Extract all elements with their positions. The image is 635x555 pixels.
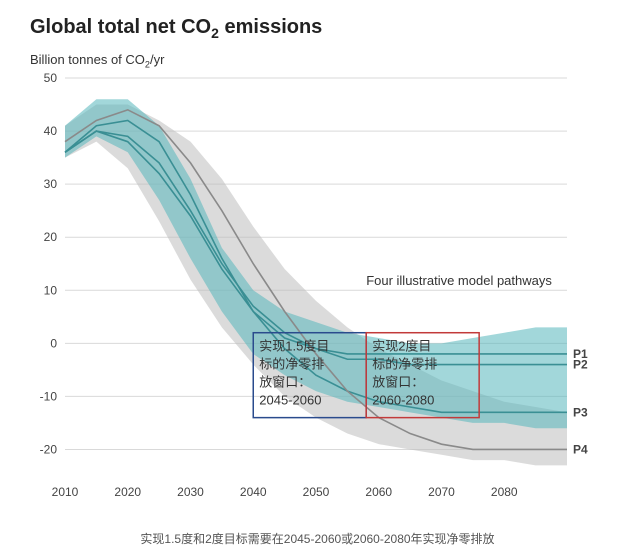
x-tick-label: 2040 (240, 485, 267, 499)
y-tick-label: 30 (44, 177, 58, 191)
chart-caption: 实现1.5度和2度目标需要在2045-2060或2060-2080年实现净零排放 (0, 530, 635, 547)
x-tick-label: 2030 (177, 485, 204, 499)
title-post: emissions (219, 16, 322, 38)
pathway-label-P2: P2 (573, 358, 588, 372)
box-1p5-line: 放窗口： (259, 375, 311, 390)
box-2deg-line: 放窗口： (372, 375, 424, 390)
y-axis-label: Billion tonnes of CO2/yr (30, 52, 164, 70)
uncertainty-band-teal (65, 99, 567, 428)
pathway-label-P4: P4 (573, 442, 588, 456)
caption-text: 实现1.5度和2度目标需要在2045-2060或2060-2080年实现净零排放 (140, 532, 494, 546)
box-2deg-line: 2060-2080 (372, 393, 434, 408)
chart-plot-area: -20-100102030405020102020203020402050206… (15, 70, 615, 510)
box-2deg-line: 标的净零排 (372, 357, 437, 372)
y-tick-label: 20 (44, 230, 58, 244)
box-1p5-line: 实现1.5度目 (259, 339, 329, 354)
x-tick-label: 2020 (114, 485, 141, 499)
y-tick-label: -20 (40, 442, 58, 456)
y-tick-label: 10 (44, 283, 58, 297)
box-1p5-line: 2045-2060 (259, 393, 321, 408)
pathway-label-P3: P3 (573, 405, 588, 419)
x-tick-label: 2050 (303, 485, 330, 499)
pathways-title: Four illustrative model pathways (366, 273, 552, 288)
box-2deg-line: 实现2度目 (372, 339, 431, 354)
x-tick-label: 2080 (491, 485, 518, 499)
x-tick-label: 2060 (365, 485, 392, 499)
chart-title: Global total net CO2 emissions (30, 16, 322, 41)
y-tick-label: 50 (44, 71, 58, 85)
x-tick-label: 2070 (428, 485, 455, 499)
box-1p5-line: 标的净零排 (259, 357, 324, 372)
ylabel-pre: Billion tonnes of CO (30, 52, 145, 67)
y-tick-label: -10 (40, 389, 58, 403)
y-tick-label: 40 (44, 124, 58, 138)
x-tick-label: 2010 (52, 485, 79, 499)
y-tick-label: 0 (50, 336, 57, 350)
title-pre: Global total net CO (30, 16, 211, 38)
title-sub: 2 (211, 25, 219, 41)
ylabel-post: /yr (150, 52, 164, 67)
